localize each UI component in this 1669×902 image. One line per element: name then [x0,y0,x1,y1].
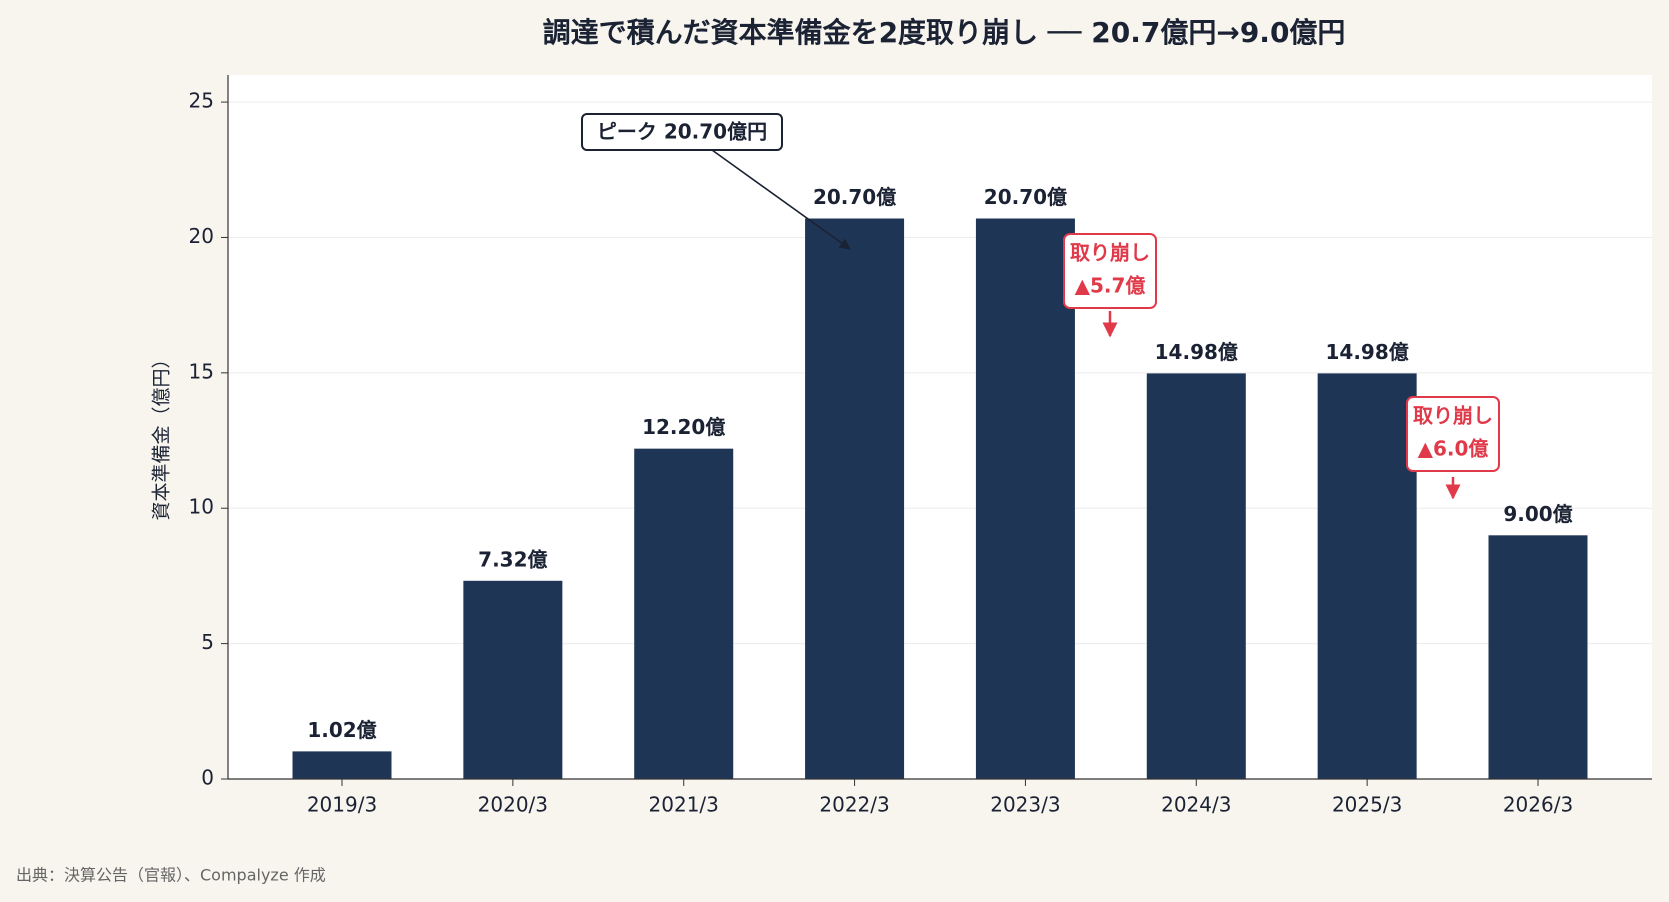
annotation-text: ピーク 20.70億円 [597,120,767,144]
bar [634,448,734,779]
x-tick-label: 2024/3 [1161,793,1231,817]
x-tick-label: 2021/3 [649,793,719,817]
value-label: 14.98億 [1326,340,1409,364]
value-label: 7.32億 [478,547,547,571]
x-tick-label: 2020/3 [478,793,548,817]
bar [292,751,392,779]
value-label: 12.20億 [642,415,725,439]
bar [805,218,905,779]
x-tick-label: 2025/3 [1332,793,1402,817]
y-tick-label: 10 [189,495,214,519]
value-label: 1.02億 [307,718,376,742]
y-tick-label: 20 [189,224,214,248]
annotation-box [581,113,783,151]
annotation-text: 取り崩し [1070,241,1150,265]
value-label: 14.98億 [1155,340,1238,364]
annotation-box [1406,396,1500,472]
value-label: 20.70億 [813,185,896,209]
bar [463,580,563,779]
y-tick-label: 0 [201,766,214,790]
chart-title: 調達で積んだ資本準備金を2度取り崩し ── 20.7億円→9.0億円 [543,16,1346,49]
y-axis-label: 資本準備金（億円） [151,349,173,520]
annotation-text: ▲6.0億 [1418,437,1489,461]
x-tick-label: 2019/3 [307,793,377,817]
x-tick-label: 2026/3 [1503,793,1573,817]
bar [1146,373,1246,779]
x-tick-label: 2023/3 [990,793,1060,817]
source: 出典：決算公告（官報）、Compalyze 作成 [16,866,326,885]
y-tick-label: 15 [189,359,214,383]
bar [1488,535,1588,779]
annotation-text: ▲5.7億 [1075,274,1146,298]
y-tick-label: 25 [189,89,214,113]
y-tick-label: 5 [201,630,214,654]
annotation-text: 取り崩し [1413,404,1493,428]
annotation-arrow [711,149,851,250]
x-tick-label: 2022/3 [819,793,889,817]
value-label: 20.70億 [984,185,1067,209]
bar [1317,373,1417,779]
bar [975,218,1075,779]
value-label: 9.00億 [1503,502,1572,526]
annotation-box [1063,233,1157,309]
